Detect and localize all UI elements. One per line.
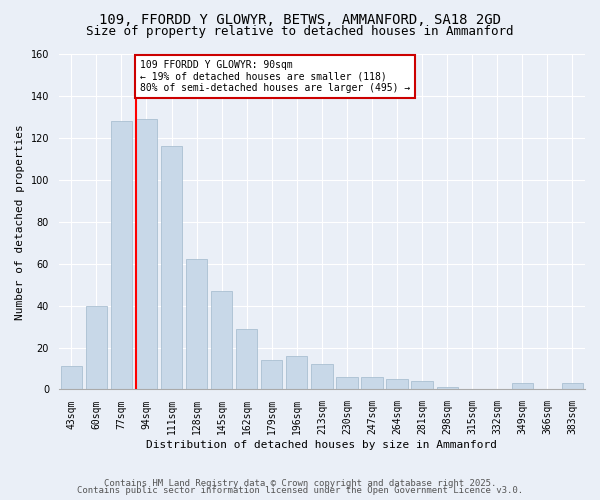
Text: Contains public sector information licensed under the Open Government Licence v3: Contains public sector information licen… xyxy=(77,486,523,495)
Bar xyxy=(386,379,408,390)
Bar xyxy=(186,260,207,390)
Bar xyxy=(286,356,307,390)
Bar xyxy=(311,364,332,390)
Bar xyxy=(412,381,433,390)
Text: 109 FFORDD Y GLOWYR: 90sqm
← 19% of detached houses are smaller (118)
80% of sem: 109 FFORDD Y GLOWYR: 90sqm ← 19% of deta… xyxy=(140,60,410,94)
Bar xyxy=(361,377,383,390)
Bar xyxy=(86,306,107,390)
Bar xyxy=(336,377,358,390)
Text: Size of property relative to detached houses in Ammanford: Size of property relative to detached ho… xyxy=(86,25,514,38)
Bar xyxy=(562,383,583,390)
Bar xyxy=(136,119,157,390)
Bar xyxy=(111,121,132,390)
Bar xyxy=(437,388,458,390)
Bar xyxy=(161,146,182,390)
Bar xyxy=(61,366,82,390)
Text: 109, FFORDD Y GLOWYR, BETWS, AMMANFORD, SA18 2GD: 109, FFORDD Y GLOWYR, BETWS, AMMANFORD, … xyxy=(99,12,501,26)
Bar xyxy=(261,360,283,390)
Y-axis label: Number of detached properties: Number of detached properties xyxy=(15,124,25,320)
Text: Contains HM Land Registry data © Crown copyright and database right 2025.: Contains HM Land Registry data © Crown c… xyxy=(104,478,496,488)
X-axis label: Distribution of detached houses by size in Ammanford: Distribution of detached houses by size … xyxy=(146,440,497,450)
Bar xyxy=(236,328,257,390)
Bar xyxy=(512,383,533,390)
Bar xyxy=(211,291,232,390)
